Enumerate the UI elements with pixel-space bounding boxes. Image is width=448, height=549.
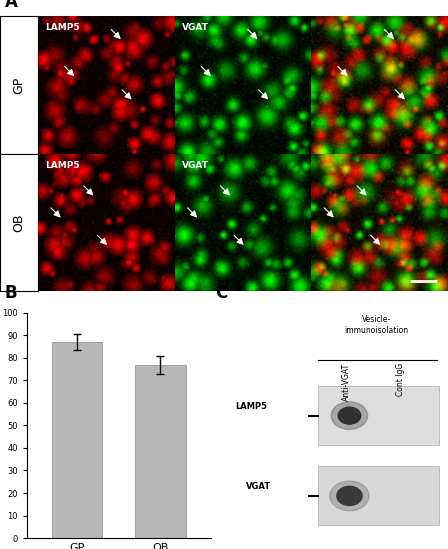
Bar (318, 386, 439, 445)
Text: Cont IgG: Cont IgG (396, 362, 405, 396)
Text: VGAT: VGAT (181, 161, 208, 170)
Bar (135, 365, 185, 538)
Text: VGAT: VGAT (246, 482, 271, 491)
Text: LAMP5: LAMP5 (45, 23, 80, 32)
Ellipse shape (338, 407, 361, 424)
Bar (52, 342, 102, 538)
Text: Anti-VGAT: Anti-VGAT (341, 362, 351, 401)
Text: VGAT: VGAT (181, 23, 208, 32)
Ellipse shape (331, 402, 368, 429)
Text: OB: OB (13, 213, 26, 232)
Text: GP: GP (13, 76, 26, 94)
Text: Vesicle-
immunoisolation: Vesicle- immunoisolation (344, 315, 409, 335)
Text: C: C (215, 284, 227, 302)
Bar (318, 467, 439, 525)
Ellipse shape (330, 481, 369, 511)
Text: LAMP5: LAMP5 (235, 402, 267, 411)
Text: B: B (4, 284, 17, 302)
Text: LAMP5: LAMP5 (45, 161, 80, 170)
Ellipse shape (337, 486, 362, 506)
Text: A: A (4, 0, 17, 11)
